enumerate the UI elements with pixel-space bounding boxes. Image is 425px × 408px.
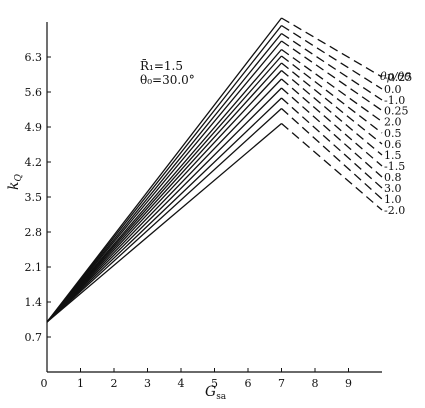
x-axis-label: Gsa bbox=[205, 384, 227, 402]
x-tick-label: 6 bbox=[245, 377, 252, 390]
x-tick-label: 8 bbox=[312, 377, 319, 390]
legend-entry: 0.0 bbox=[384, 83, 402, 96]
series-line bbox=[46, 70, 282, 323]
series-lines bbox=[46, 17, 383, 323]
y-tick-label: 3.5 bbox=[25, 191, 43, 204]
x-axis-label-main: G bbox=[205, 384, 216, 400]
series-line bbox=[46, 123, 282, 323]
y-axis-label: kQ bbox=[6, 174, 24, 190]
y-tick-label: 4.2 bbox=[25, 156, 43, 169]
legend-entry: 1.5 bbox=[384, 149, 402, 162]
legend-entry: -1.5 bbox=[384, 160, 405, 173]
series-dashed-line bbox=[281, 17, 383, 78]
y-axis-label-main: k bbox=[6, 182, 22, 190]
legend: θp/θ0 -0.250.0-1.00.252.00.50.61.5-1.50.… bbox=[380, 70, 412, 217]
series-line bbox=[46, 108, 282, 323]
annotations: R̄₁=1.5 θ₀=30.0° bbox=[140, 58, 195, 87]
series-line bbox=[46, 87, 282, 323]
series-dashed-line bbox=[281, 108, 383, 200]
legend-entry: -0.25 bbox=[384, 71, 412, 84]
x-tick-label: 2 bbox=[111, 377, 118, 390]
series-line bbox=[46, 62, 282, 323]
series-dashed-line bbox=[281, 78, 383, 167]
y-tick-label: 2.1 bbox=[25, 261, 43, 274]
x-tick-label: 0 bbox=[41, 377, 48, 390]
x-tick-label: 3 bbox=[144, 377, 151, 390]
annotation-theta0: θ₀=30.0° bbox=[140, 73, 195, 87]
legend-entry: 3.0 bbox=[384, 182, 402, 195]
y-tick-label: 2.8 bbox=[25, 226, 43, 239]
series-dashed-line bbox=[281, 87, 383, 178]
series-dashed-line bbox=[281, 62, 383, 145]
x-tick-label: 5 bbox=[211, 377, 218, 390]
series-dashed-line bbox=[281, 97, 383, 189]
y-tick-label: 1.4 bbox=[25, 296, 43, 309]
legend-entry: 0.25 bbox=[384, 105, 409, 118]
y-tick-label: 0.7 bbox=[25, 331, 43, 344]
legend-entry: -1.0 bbox=[384, 94, 405, 107]
series-line bbox=[46, 78, 282, 323]
series-dashed-line bbox=[281, 48, 383, 123]
series-line bbox=[46, 49, 282, 323]
series-line bbox=[46, 97, 282, 323]
legend-entry: 1.0 bbox=[384, 193, 402, 206]
series-line bbox=[46, 40, 282, 323]
series-line bbox=[46, 55, 282, 323]
series-dashed-line bbox=[281, 32, 383, 101]
legend-title: θp/θ0 bbox=[380, 70, 411, 83]
x-tick-label: 1 bbox=[77, 377, 84, 390]
legend-entry: 0.8 bbox=[384, 171, 402, 184]
y-axis-label-sub: Q bbox=[14, 174, 24, 182]
series-dashed-line bbox=[281, 123, 383, 211]
x-tick-label: 7 bbox=[278, 377, 285, 390]
legend-entry: -2.0 bbox=[384, 204, 405, 217]
legend-entry: 0.6 bbox=[384, 138, 402, 151]
series-dashed-line bbox=[281, 24, 383, 90]
y-tick-label: 6.3 bbox=[25, 51, 43, 64]
x-tick-label: 9 bbox=[345, 377, 352, 390]
x-ticks: 0 1 2 3 4 5 6 7 8 9 bbox=[41, 368, 352, 390]
series-line bbox=[46, 33, 283, 323]
legend-entry: 0.5 bbox=[384, 127, 402, 140]
series-dashed-line bbox=[281, 55, 383, 134]
series-dashed-line bbox=[281, 40, 383, 112]
series-line bbox=[46, 17, 283, 323]
series-line bbox=[46, 25, 283, 323]
series-dashed-line bbox=[281, 70, 383, 156]
y-ticks: 0.7 1.4 2.1 2.8 3.5 4.2 4.9 5.6 6.3 bbox=[25, 51, 51, 344]
annotation-r1: R̄₁=1.5 bbox=[140, 58, 183, 73]
y-tick-label: 4.9 bbox=[25, 121, 43, 134]
legend-entry: 2.0 bbox=[384, 116, 402, 129]
y-tick-label: 5.6 bbox=[25, 86, 43, 99]
x-tick-label: 4 bbox=[178, 377, 185, 390]
x-axis-label-sub: sa bbox=[216, 392, 227, 402]
